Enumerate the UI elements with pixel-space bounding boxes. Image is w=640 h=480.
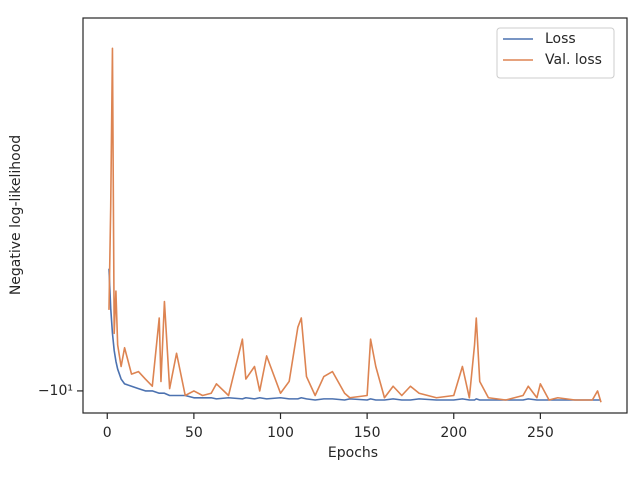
line [108,47,602,403]
x-tick-label: 250 [527,425,554,441]
x-tick-label: 200 [440,425,467,441]
y-tick-label: −10¹ [38,383,73,399]
line [108,268,602,401]
legend-box [496,27,615,79]
x-tick-label: 150 [354,425,381,441]
legend-label: Val. loss [545,52,602,68]
plot-frame [82,17,628,414]
legend-label: Loss [545,31,576,47]
x-tick-label: 0 [103,425,112,441]
x-tick-label: 50 [185,425,203,441]
y-axis-label: Negative log-likelihood [8,135,24,295]
x-tick-label: 100 [267,425,294,441]
x-axis-label: Epochs [328,445,378,461]
